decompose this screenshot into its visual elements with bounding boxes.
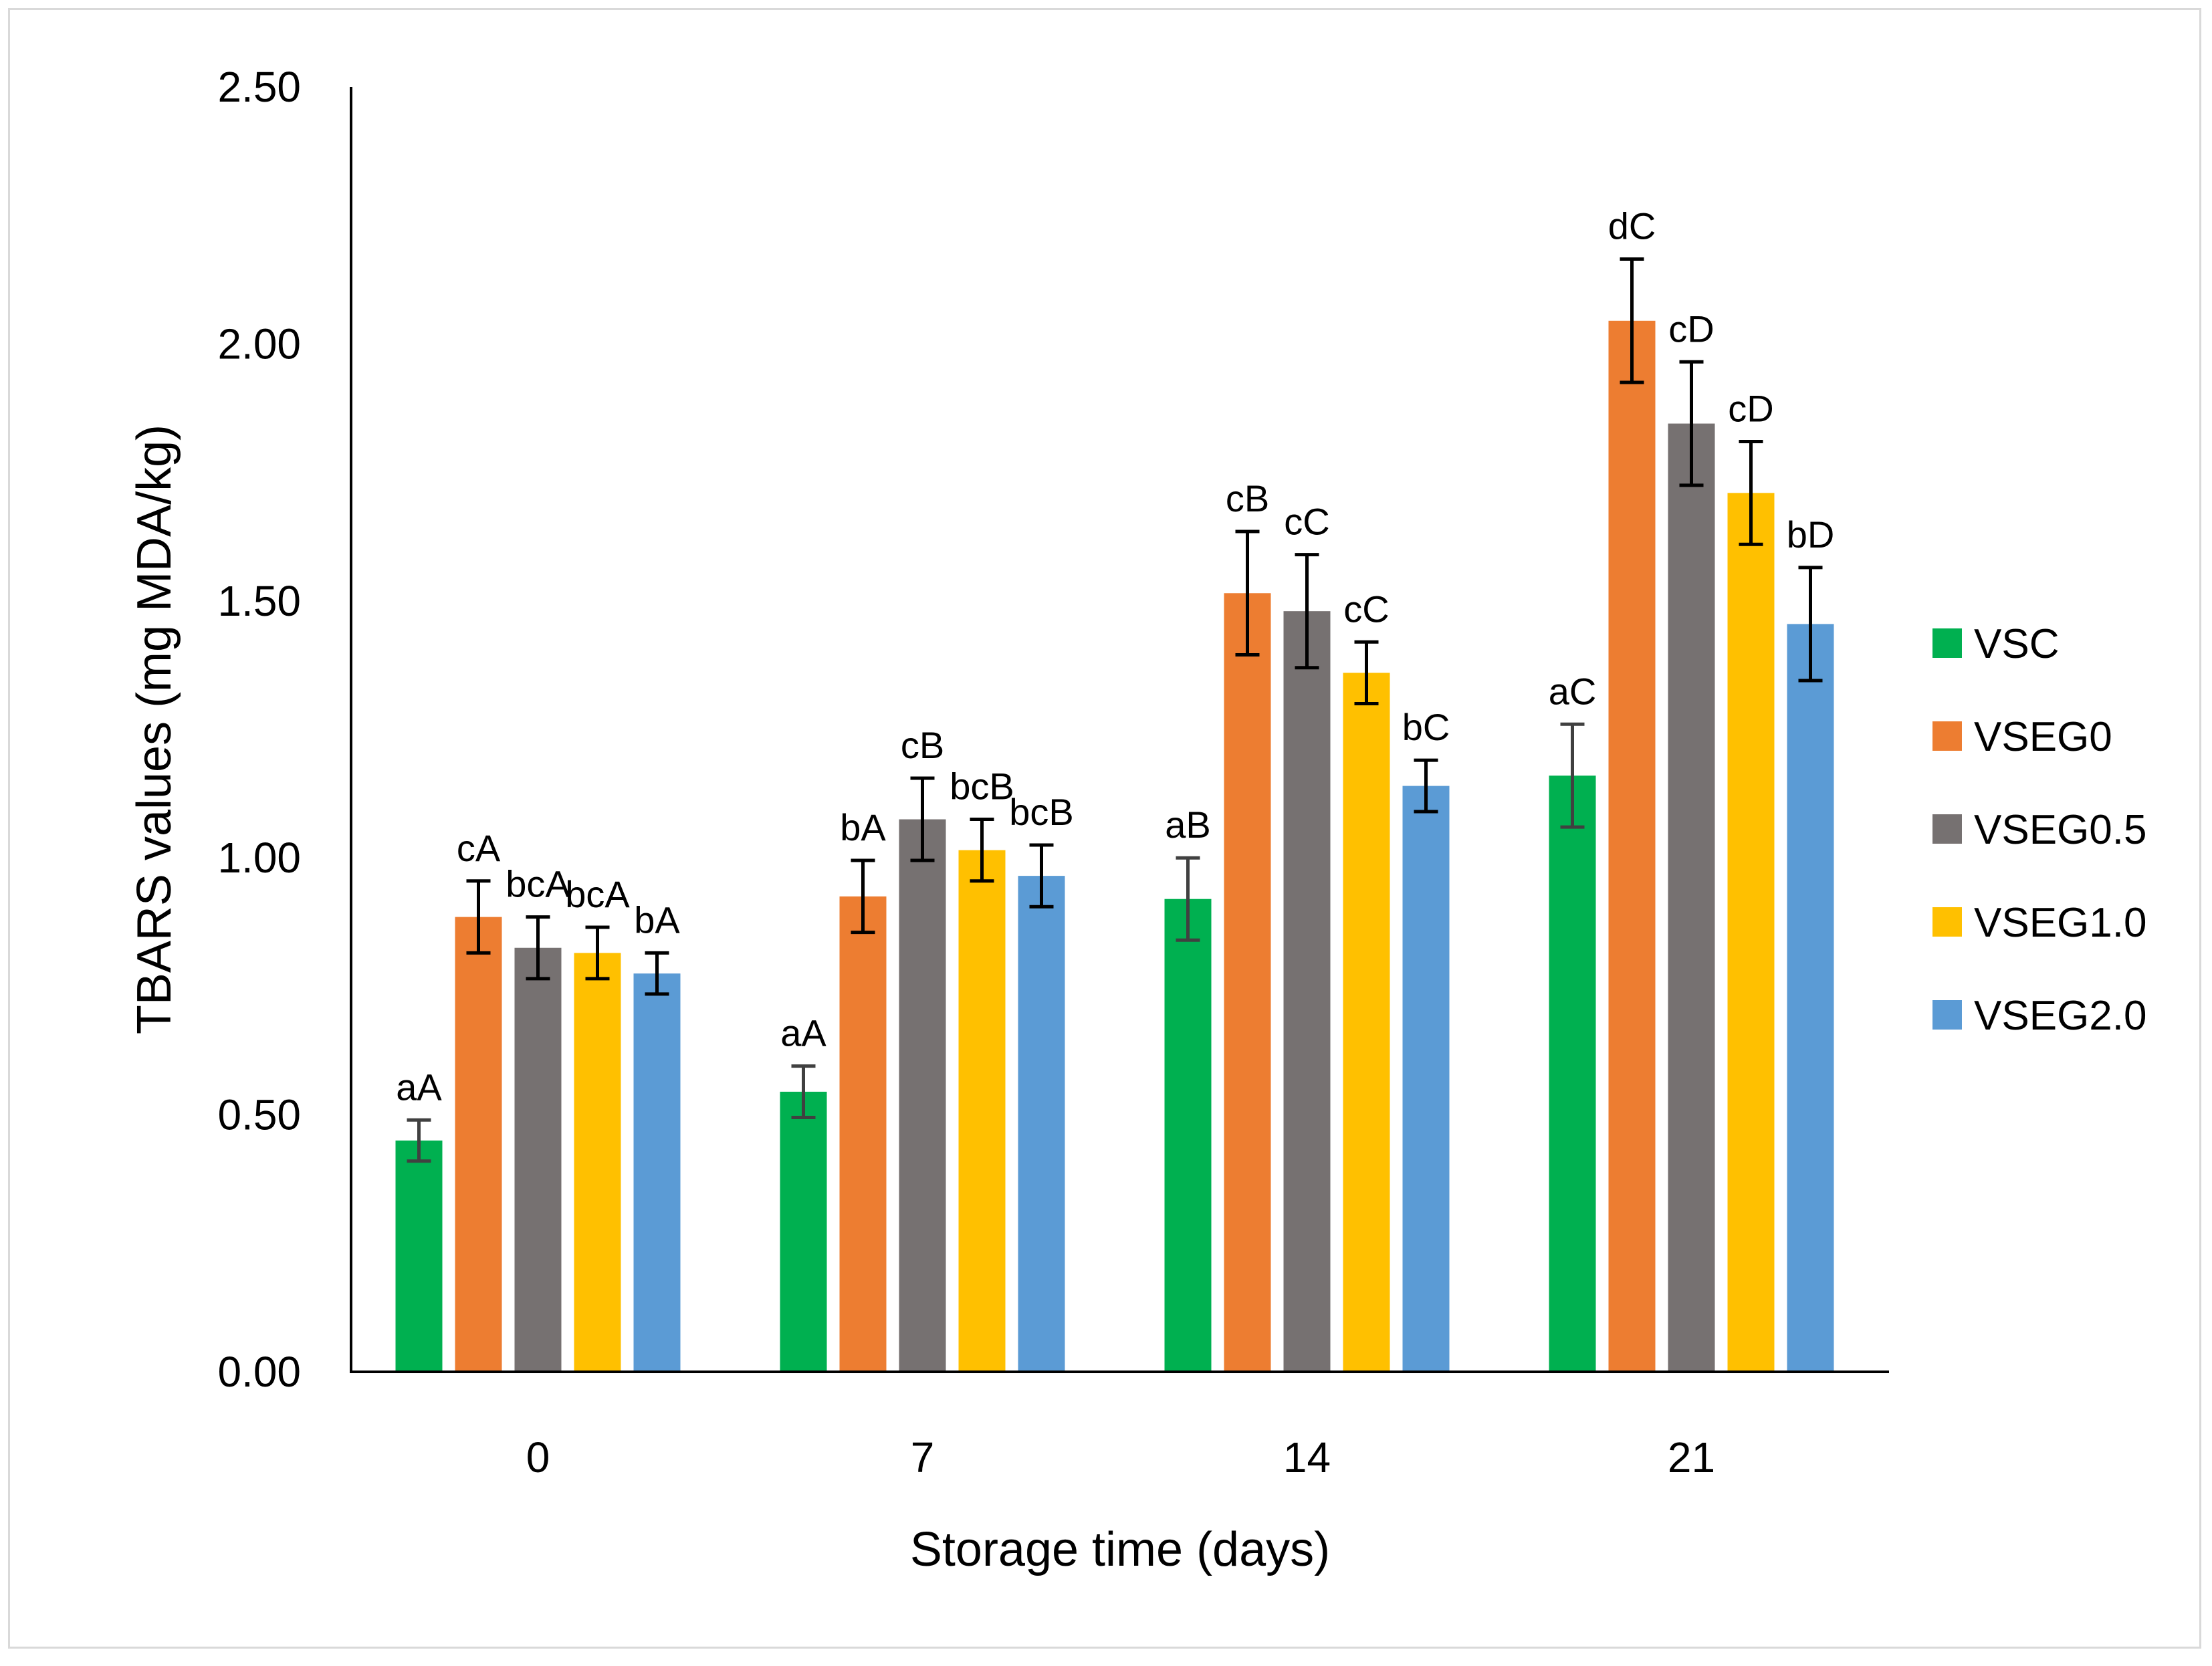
legend-label: VSC	[1974, 621, 2059, 667]
legend-swatch	[1932, 907, 1962, 937]
bar-vseg0-5-day-21	[1668, 423, 1715, 1373]
data-label: bcA	[506, 863, 570, 905]
bar-vseg1-0-day-14	[1343, 673, 1390, 1372]
x-category-label: 7	[911, 1433, 935, 1481]
data-label: cA	[457, 827, 501, 869]
bar-vsc-day-21	[1549, 776, 1596, 1372]
data-label: bA	[634, 899, 680, 941]
y-tick-label: 0.00	[217, 1348, 301, 1396]
bar-vseg0-5-day-14	[1283, 611, 1331, 1372]
bar-vseg0-day-7	[839, 896, 887, 1372]
bars-group	[395, 320, 1834, 1373]
data-label: aA	[780, 1012, 826, 1054]
x-axis-title: Storage time (days)	[910, 1523, 1330, 1576]
legend: VSC VSEG0 VSEG0.5 VSEG1.0 VSEG2.0	[1932, 621, 2146, 1039]
data-label: bA	[840, 806, 886, 848]
bar-vseg2-0-day-0	[633, 973, 681, 1372]
bar-vseg1-0-day-21	[1727, 493, 1775, 1372]
data-label: bcB	[950, 765, 1014, 808]
y-axis-title: TBARS values (mg MDA/kg)	[128, 425, 181, 1034]
data-label: dC	[1608, 205, 1656, 247]
legend-label: VSEG0.5	[1974, 807, 2146, 853]
legend-swatch	[1932, 628, 1962, 658]
data-label: aC	[1549, 670, 1597, 712]
data-label: cC	[1284, 501, 1329, 543]
y-tick-label: 2.00	[217, 320, 301, 368]
data-label: aB	[1165, 804, 1211, 846]
data-label: cD	[1728, 387, 1773, 429]
error-bars-group	[407, 257, 1823, 1163]
data-label: bD	[1787, 513, 1835, 556]
legend-swatch	[1932, 814, 1962, 844]
bar-vseg0-day-21	[1608, 320, 1656, 1373]
data-label: cB	[1226, 477, 1269, 519]
chart-frame	[8, 8, 2201, 1649]
y-tick-label: 2.50	[217, 63, 301, 111]
data-label: bcA	[565, 873, 630, 915]
bar-vseg2-0-day-21	[1787, 624, 1834, 1372]
data-label: bC	[1402, 706, 1450, 748]
bar-vsc-day-14	[1164, 899, 1212, 1372]
x-category-label: 21	[1668, 1433, 1715, 1481]
bar-vseg0-day-14	[1224, 593, 1271, 1372]
bar-vseg0-5-day-0	[514, 947, 562, 1372]
y-tick-label: 1.50	[217, 577, 301, 625]
legend-label: VSEG0	[1974, 714, 2112, 760]
x-axis-categories: 0 7 14 21	[526, 1433, 1715, 1481]
data-label: aA	[396, 1066, 442, 1108]
data-label: cB	[901, 724, 944, 766]
y-axis-ticks: 0.00 0.50 1.00 1.50 2.00 2.50	[217, 63, 301, 1396]
data-label: cC	[1343, 588, 1389, 630]
legend-label: VSEG1.0	[1974, 900, 2146, 946]
bar-vsc-day-7	[780, 1092, 827, 1372]
bar-vseg1-0-day-7	[958, 850, 1006, 1372]
legend-label: VSEG2.0	[1974, 993, 2146, 1039]
x-category-label: 0	[526, 1433, 550, 1481]
bar-vsc-day-0	[395, 1141, 443, 1372]
data-label: bcB	[1009, 791, 1074, 833]
y-tick-label: 1.00	[217, 834, 301, 882]
y-tick-label: 0.50	[217, 1091, 301, 1139]
x-category-label: 14	[1283, 1433, 1331, 1481]
legend-swatch	[1932, 721, 1962, 751]
bar-vseg2-0-day-14	[1402, 786, 1450, 1372]
legend-swatch	[1932, 1000, 1962, 1030]
data-label: cD	[1668, 308, 1714, 350]
bar-vseg2-0-day-7	[1018, 876, 1065, 1372]
bar-vseg0-5-day-7	[899, 819, 946, 1372]
bar-vseg0-day-0	[455, 917, 502, 1372]
bar-vseg1-0-day-0	[574, 953, 621, 1372]
